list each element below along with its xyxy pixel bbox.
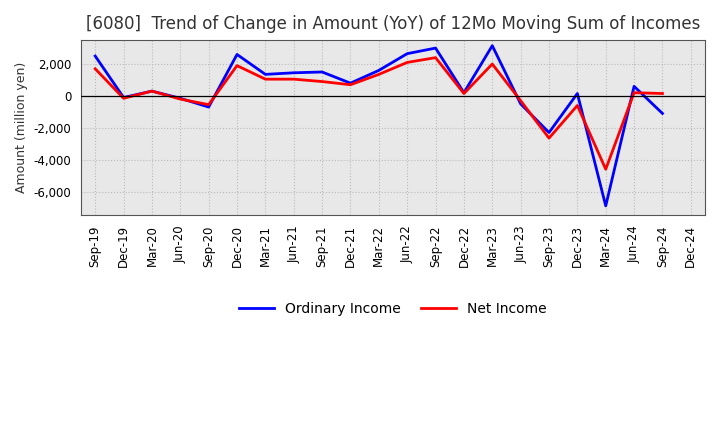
Legend: Ordinary Income, Net Income: Ordinary Income, Net Income <box>233 296 552 321</box>
Ordinary Income <box>120 95 128 100</box>
Net Income <box>91 66 99 71</box>
Ordinary Income <box>488 43 497 48</box>
Net Income <box>289 77 298 82</box>
Net Income <box>545 136 554 141</box>
Net Income <box>601 167 610 172</box>
Net Income <box>431 55 440 60</box>
Ordinary Income <box>403 51 412 56</box>
Net Income <box>573 103 582 108</box>
Ordinary Income <box>601 203 610 209</box>
Line: Net Income: Net Income <box>95 58 662 169</box>
Ordinary Income <box>459 90 468 95</box>
Net Income <box>403 60 412 65</box>
Y-axis label: Amount (million yen): Amount (million yen) <box>15 62 28 194</box>
Ordinary Income <box>91 53 99 59</box>
Net Income <box>658 91 667 96</box>
Ordinary Income <box>573 91 582 96</box>
Ordinary Income <box>289 70 298 75</box>
Net Income <box>204 102 213 107</box>
Ordinary Income <box>318 70 326 75</box>
Ordinary Income <box>346 81 355 86</box>
Ordinary Income <box>630 84 639 89</box>
Net Income <box>233 63 241 68</box>
Net Income <box>148 88 156 94</box>
Line: Ordinary Income: Ordinary Income <box>95 46 662 206</box>
Net Income <box>261 77 270 82</box>
Title: [6080]  Trend of Change in Amount (YoY) of 12Mo Moving Sum of Incomes: [6080] Trend of Change in Amount (YoY) o… <box>86 15 701 33</box>
Ordinary Income <box>204 104 213 110</box>
Ordinary Income <box>374 68 383 73</box>
Net Income <box>459 91 468 96</box>
Net Income <box>120 95 128 101</box>
Ordinary Income <box>233 52 241 57</box>
Ordinary Income <box>261 72 270 77</box>
Net Income <box>488 62 497 67</box>
Ordinary Income <box>516 101 525 106</box>
Net Income <box>176 96 184 102</box>
Net Income <box>374 72 383 77</box>
Net Income <box>346 82 355 88</box>
Net Income <box>516 98 525 103</box>
Net Income <box>630 90 639 95</box>
Ordinary Income <box>545 130 554 135</box>
Net Income <box>318 79 326 84</box>
Ordinary Income <box>431 45 440 51</box>
Ordinary Income <box>658 111 667 116</box>
Ordinary Income <box>176 95 184 101</box>
Ordinary Income <box>148 88 156 94</box>
